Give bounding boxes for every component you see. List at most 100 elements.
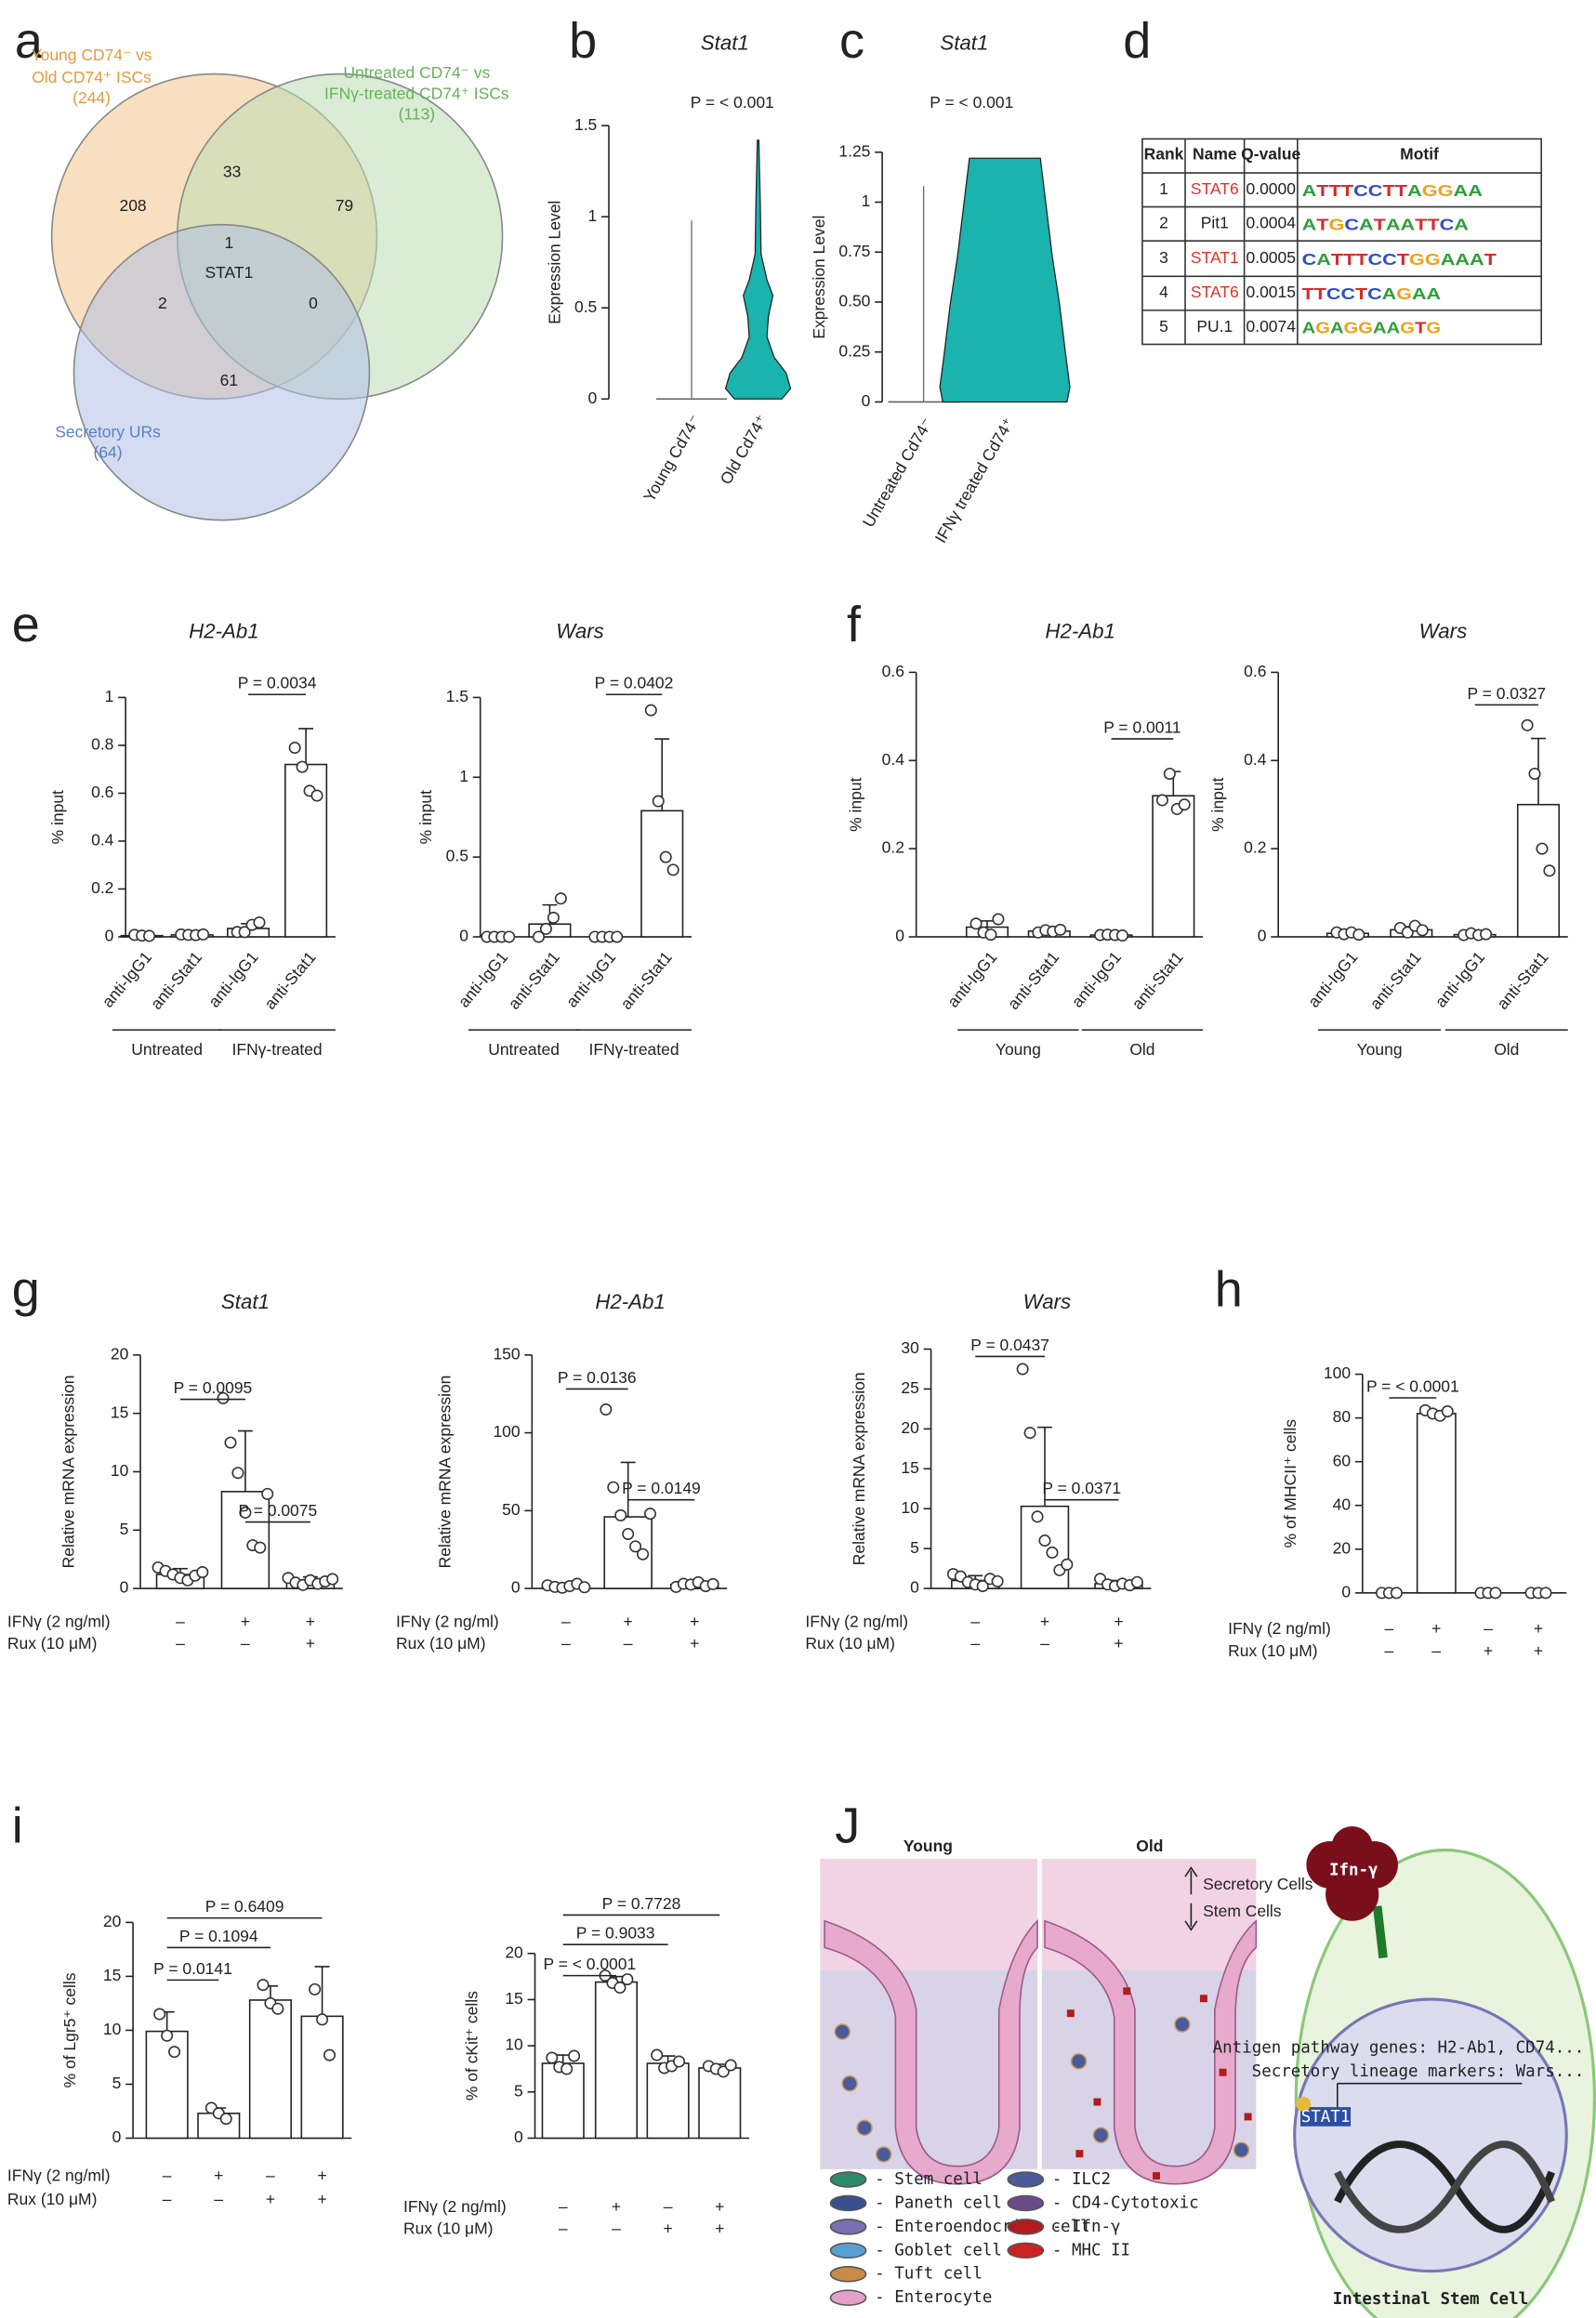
- motif-letter: T: [1383, 181, 1396, 200]
- legend-icon: [829, 2242, 867, 2259]
- treatment-name: IFNγ (2 ng/ml): [1228, 1619, 1331, 1638]
- data-point: [614, 1508, 627, 1521]
- treatment-sign: +: [1534, 1619, 1543, 1638]
- p-value: P = 0.0034: [238, 674, 317, 692]
- data-point: [1543, 864, 1556, 877]
- group-label: Young: [1357, 1040, 1403, 1059]
- legend-icon: [829, 2194, 867, 2212]
- cell: [1174, 2016, 1191, 2033]
- data-point: [1023, 1427, 1036, 1440]
- y-tick-label: 0.2: [91, 878, 113, 897]
- cell: [875, 2146, 892, 2163]
- data-point: [652, 795, 665, 808]
- y-tick-label: 0.4: [1244, 750, 1267, 769]
- panel-label: i: [12, 1798, 23, 1854]
- motif-letter: G: [1409, 249, 1425, 268]
- x-tick-label: anti-Stat1: [1493, 948, 1551, 1013]
- motif-letter: T: [1329, 181, 1342, 200]
- treatment-sign: –: [970, 1612, 980, 1630]
- table-cell: 0.0015: [1246, 283, 1296, 301]
- data-point: [261, 1487, 274, 1500]
- y-tick-label: 0.2: [1244, 838, 1266, 857]
- table-cell: 5: [1159, 317, 1168, 336]
- motif-letter: A: [1302, 181, 1317, 200]
- bar: [1152, 795, 1195, 938]
- motif-letter: A: [1441, 249, 1456, 268]
- treatment-sign: +: [715, 2197, 724, 2216]
- cell: [1070, 2053, 1088, 2070]
- p-value: P = 0.0095: [174, 1378, 253, 1397]
- y-tick-label: 0.5: [574, 297, 597, 316]
- chart-title: H2-Ab1: [595, 1290, 665, 1313]
- x-tick-label: IFNγ treated Cd74⁺: [931, 415, 1018, 547]
- bar: [698, 2067, 742, 2140]
- young-label: Young: [904, 1837, 953, 1855]
- y-tick-label: 0: [862, 391, 871, 410]
- data-point: [143, 929, 156, 942]
- bar: [145, 2030, 189, 2140]
- motif-letter: G: [1315, 318, 1330, 336]
- data-point: [629, 1540, 642, 1553]
- data-point: [1031, 1510, 1044, 1523]
- p-value: P = < 0.0001: [1366, 1376, 1459, 1395]
- y-tick-label: 1: [105, 687, 114, 705]
- data-point: [253, 916, 266, 929]
- treatment-sign: +: [1114, 1634, 1123, 1653]
- y-axis-label: Relative mRNA expression: [436, 1376, 455, 1569]
- p-value: P = 0.7728: [602, 1894, 681, 1913]
- p-value: P = < 0.0001: [543, 1955, 636, 1973]
- x-tick-label: anti-IgG1: [1431, 948, 1489, 1011]
- table-cell: 0.0000: [1246, 179, 1297, 198]
- table-cell: STAT6: [1191, 283, 1239, 301]
- arrow-head: [1184, 1920, 1198, 1931]
- motif-letter: G: [1422, 181, 1438, 200]
- y-axis-label: Relative mRNA expression: [59, 1376, 77, 1569]
- motif-letter: G: [1329, 215, 1345, 233]
- motif-letter: A: [1454, 215, 1469, 233]
- y-tick-label: 5: [514, 2081, 523, 2100]
- y-tick-label: 100: [493, 1422, 520, 1441]
- treatment-sign: +: [214, 2166, 223, 2184]
- data-point: [238, 926, 251, 939]
- treatment-name: IFNγ (2 ng/ml): [7, 2166, 111, 2184]
- data-point: [969, 917, 983, 930]
- treatment-sign: +: [690, 1612, 699, 1630]
- y-tick-label: 10: [505, 2035, 523, 2054]
- motif-letter: G: [1400, 318, 1415, 336]
- panel-label: h: [1215, 1261, 1243, 1317]
- y-tick-label: 20: [901, 1418, 919, 1437]
- region-count: 2: [158, 294, 167, 312]
- treatment-sign: +: [612, 2197, 621, 2216]
- motif-letter: T: [1355, 249, 1368, 268]
- y-tick-label: 0.2: [882, 838, 904, 857]
- data-point: [197, 928, 210, 941]
- motif-letter: A: [1427, 284, 1442, 303]
- x-tick-label: anti-Stat1: [1004, 948, 1062, 1013]
- data-point: [607, 1481, 620, 1494]
- treatment-sign: +: [624, 1612, 633, 1630]
- data-point: [976, 1579, 989, 1593]
- y-tick-label: 5: [120, 1520, 129, 1538]
- treatment-sign: –: [176, 1612, 185, 1630]
- motif-letter: T: [1355, 284, 1368, 303]
- motif-letter: G: [1344, 318, 1359, 336]
- treatment-sign: –: [163, 2190, 172, 2208]
- legend-label: - Goblet cell: [875, 2241, 1002, 2259]
- p-value: P = < 0.001: [930, 93, 1013, 112]
- treatment-sign: +: [1040, 1612, 1049, 1630]
- region-count: 208: [120, 196, 147, 215]
- y-tick-label: 0: [895, 927, 904, 945]
- motif-letter: C: [1367, 284, 1382, 303]
- y-tick-label: 0.75: [838, 242, 870, 260]
- dot: [1244, 2113, 1252, 2121]
- y-tick-label: 1.5: [574, 115, 597, 134]
- y-tick-label: 0.5: [446, 847, 468, 865]
- y-tick-label: 10: [111, 1461, 129, 1480]
- ifn-dots: [1066, 1987, 1252, 2180]
- motif-letter: C: [1344, 215, 1359, 233]
- table-cell: 0.0004: [1246, 214, 1297, 232]
- bar: [541, 2062, 585, 2140]
- x-tick-label: anti-Stat1: [1128, 948, 1186, 1013]
